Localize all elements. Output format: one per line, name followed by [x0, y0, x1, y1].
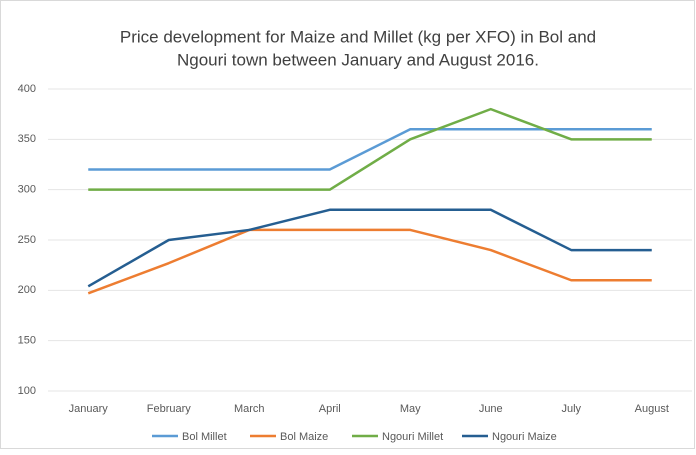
legend-label: Bol Maize [280, 431, 328, 443]
x-tick-label: June [479, 403, 503, 415]
legend-label: Bol Millet [182, 431, 227, 443]
y-tick-label: 300 [18, 184, 36, 196]
y-tick-label: 100 [18, 385, 36, 397]
legend-label: Ngouri Maize [492, 431, 557, 443]
x-tick-label: February [147, 403, 192, 415]
y-tick-label: 200 [18, 284, 36, 296]
x-tick-label: May [400, 403, 421, 415]
x-tick-label: March [234, 403, 265, 415]
series-line [88, 128, 652, 171]
y-tick-label: 350 [18, 133, 36, 145]
x-tick-label: April [319, 403, 341, 415]
x-tick-label: August [635, 403, 669, 415]
y-tick-label: 250 [18, 234, 36, 246]
series-line [87, 228, 652, 295]
chart-title: Price development for Maize and Millet (… [120, 27, 596, 46]
x-tick-label: January [69, 403, 109, 415]
y-tick-label: 400 [18, 83, 36, 95]
x-tick-label: July [561, 403, 581, 415]
y-tick-label: 150 [18, 335, 36, 347]
series-line [88, 107, 652, 191]
chart-title: Ngouri town between January and August 2… [177, 50, 539, 69]
series-line [87, 208, 652, 288]
legend-label: Ngouri Millet [382, 431, 443, 443]
